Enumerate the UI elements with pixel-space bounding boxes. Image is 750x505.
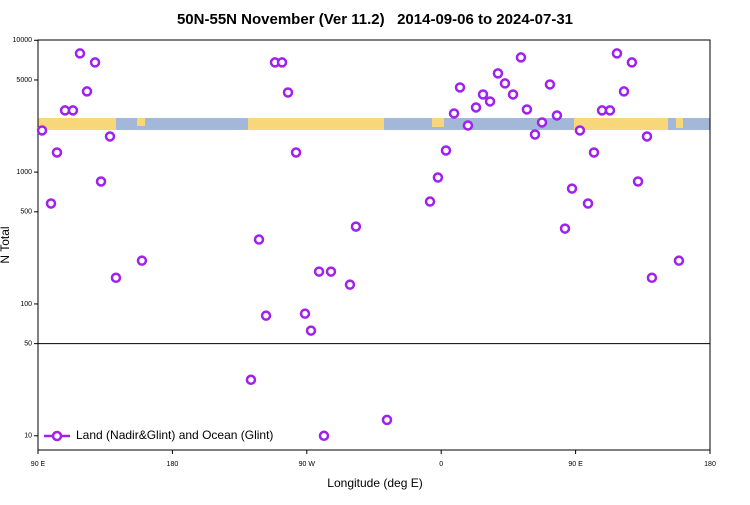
point xyxy=(618,86,630,97)
land-band xyxy=(248,118,384,130)
point xyxy=(95,176,107,187)
x-tick-label: 0 xyxy=(439,461,443,468)
y-tick-label: 10 xyxy=(24,433,32,440)
point xyxy=(74,48,86,59)
point xyxy=(507,89,519,100)
point xyxy=(325,266,337,277)
point xyxy=(632,176,644,187)
point xyxy=(582,198,594,209)
point xyxy=(673,255,685,266)
point xyxy=(245,374,257,386)
y-tick-label: 500 xyxy=(20,209,32,216)
x-axis-label: Longitude (deg E) xyxy=(327,476,422,490)
point xyxy=(290,147,302,158)
point xyxy=(260,310,272,321)
land-ocean-band xyxy=(38,118,710,130)
point xyxy=(515,52,527,63)
point xyxy=(440,145,452,156)
point xyxy=(521,104,533,115)
point xyxy=(470,102,482,113)
y-tick-label: 5000 xyxy=(16,77,32,84)
land-band xyxy=(574,118,668,130)
point xyxy=(81,86,93,97)
point xyxy=(45,198,57,209)
y-tick-label: 10000 xyxy=(13,37,33,44)
x-tick-label: 90 W xyxy=(299,461,316,468)
point xyxy=(492,68,504,79)
point xyxy=(499,78,511,89)
legend-label: Land (Nadir&Glint) and Ocean (Glint) xyxy=(76,428,273,442)
point xyxy=(136,255,148,266)
point xyxy=(454,82,466,93)
point xyxy=(536,117,548,128)
point xyxy=(646,272,658,284)
point xyxy=(588,147,600,158)
point xyxy=(611,48,623,59)
land-band xyxy=(432,118,444,127)
x-tick-label: 90 E xyxy=(31,461,46,468)
point xyxy=(344,279,356,290)
point xyxy=(566,183,578,194)
legend-marker xyxy=(51,430,63,442)
plot-frame xyxy=(37,39,711,451)
y-tick-label: 50 xyxy=(24,340,32,347)
point xyxy=(276,57,288,68)
y-tick-label: 1000 xyxy=(16,169,32,176)
point xyxy=(51,147,63,158)
point xyxy=(529,129,541,140)
point xyxy=(381,414,393,426)
point xyxy=(551,110,563,121)
point xyxy=(604,105,616,116)
point xyxy=(626,57,638,68)
point xyxy=(89,57,101,68)
land-band xyxy=(38,118,116,130)
point xyxy=(299,308,311,319)
y-axis-label: N Total xyxy=(0,226,12,263)
point xyxy=(318,430,330,442)
point xyxy=(104,131,116,142)
point xyxy=(477,89,489,100)
x-tick-label: 90 E xyxy=(568,461,583,468)
point xyxy=(484,96,496,107)
land-band xyxy=(676,118,683,128)
point xyxy=(559,223,571,234)
point xyxy=(641,131,653,142)
point xyxy=(253,234,265,245)
y-tick-label: 100 xyxy=(20,301,32,308)
point xyxy=(424,196,436,207)
point xyxy=(110,272,122,284)
point xyxy=(432,172,444,183)
x-tick-label: 180 xyxy=(704,461,716,468)
point xyxy=(544,79,556,90)
point xyxy=(574,125,586,136)
point xyxy=(282,87,294,98)
point xyxy=(305,325,317,336)
x-tick-label: 180 xyxy=(167,461,179,468)
point xyxy=(36,125,48,136)
point xyxy=(462,120,474,131)
point xyxy=(350,221,362,232)
chart-title: 50N-55N November (Ver 11.2) 2014-09-06 t… xyxy=(177,11,573,28)
land-band xyxy=(137,118,145,126)
point xyxy=(448,108,460,119)
point xyxy=(67,105,79,116)
point xyxy=(313,266,325,277)
